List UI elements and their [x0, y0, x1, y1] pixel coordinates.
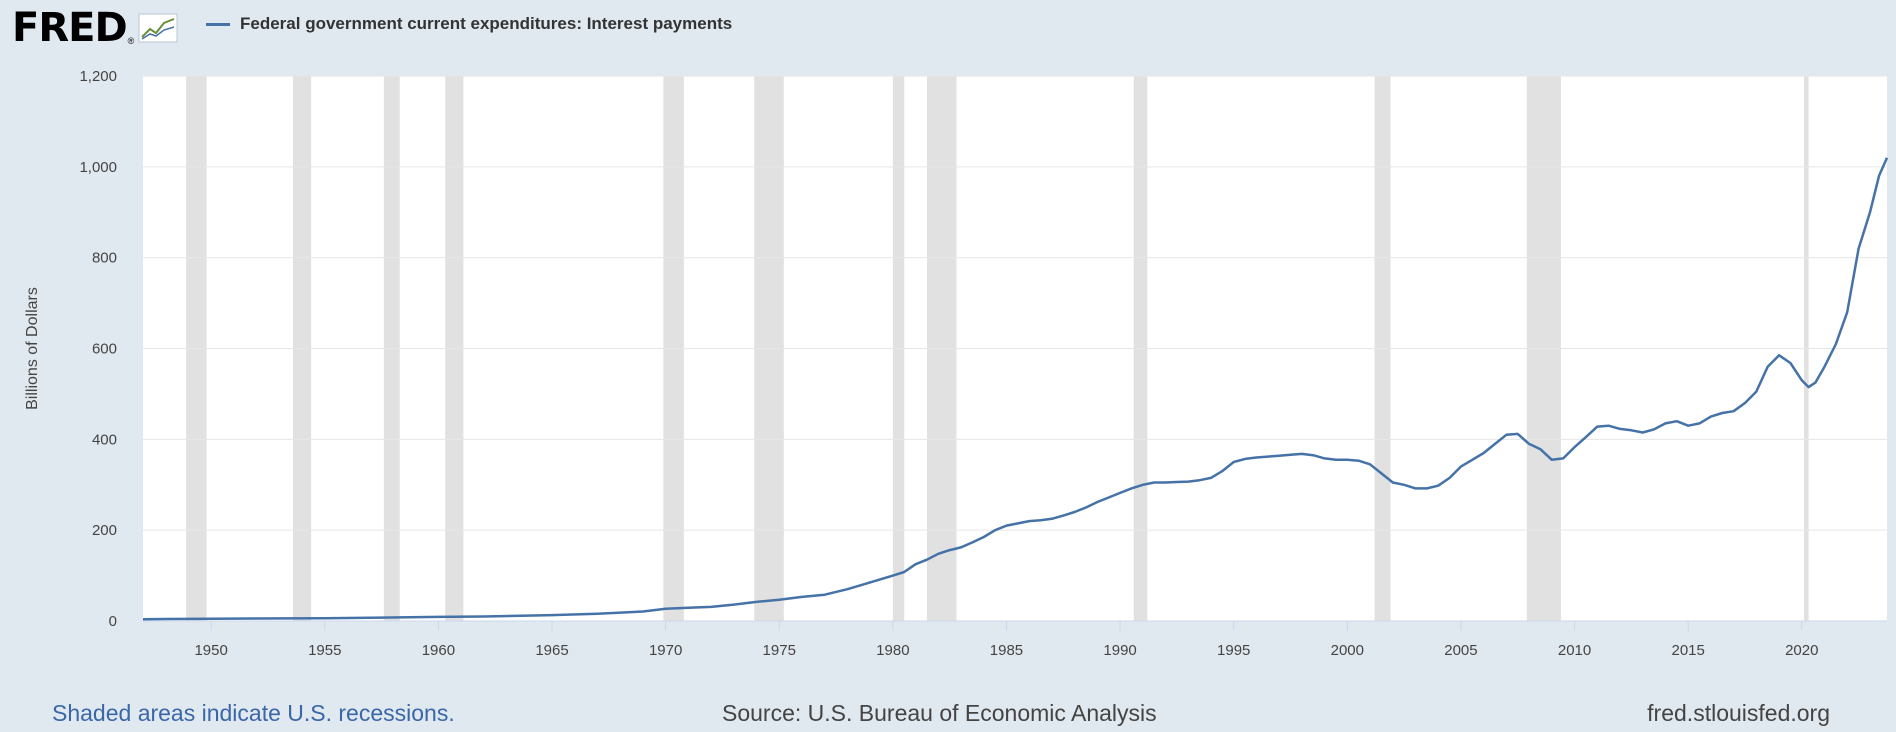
source-text: Source: U.S. Bureau of Economic Analysis — [722, 700, 1157, 726]
registered-mark: ® — [127, 36, 135, 46]
x-tick-label: 1975 — [763, 642, 796, 659]
x-tick-label: 2005 — [1444, 642, 1477, 659]
x-tick-label: 1955 — [308, 642, 341, 659]
y-tick-label: 1,000 — [79, 159, 117, 176]
y-tick-label: 0 — [109, 613, 117, 630]
x-tick-label: 2020 — [1785, 642, 1818, 659]
y-tick-label: 400 — [92, 431, 117, 448]
x-tick-label: 2010 — [1558, 642, 1591, 659]
fred-logo[interactable]: FRED ® — [12, 4, 178, 52]
x-tick-label: 1980 — [876, 642, 909, 659]
x-tick-label: 1990 — [1103, 642, 1136, 659]
line-chart-icon — [138, 13, 178, 48]
legend-label: Federal government current expenditures:… — [240, 14, 733, 33]
site-link[interactable]: fred.stlouisfed.org — [1647, 700, 1830, 726]
y-tick-label: 200 — [92, 522, 117, 539]
recession-note: Shaded areas indicate U.S. recessions. — [52, 700, 455, 726]
y-tick-label: 600 — [92, 341, 117, 358]
chart-legend: Federal government current expenditures:… — [206, 14, 732, 34]
series-line — [142, 157, 1889, 621]
x-tick-label: 1995 — [1217, 642, 1250, 659]
y-tick-label: 800 — [92, 250, 117, 267]
legend-swatch — [206, 22, 230, 26]
x-tick-label: 1985 — [990, 642, 1023, 659]
y-axis-label: Billions of Dollars — [24, 287, 41, 410]
x-tick-label: 2015 — [1671, 642, 1704, 659]
y-tick-label: 1,200 — [79, 68, 117, 85]
x-tick-label: 2000 — [1331, 642, 1364, 659]
logo-text: FRED — [12, 5, 128, 51]
x-tick-label: 1965 — [535, 642, 568, 659]
x-tick-label: 1970 — [649, 642, 682, 659]
x-tick-label: 1960 — [422, 642, 455, 659]
x-tick-label: 1950 — [194, 642, 227, 659]
